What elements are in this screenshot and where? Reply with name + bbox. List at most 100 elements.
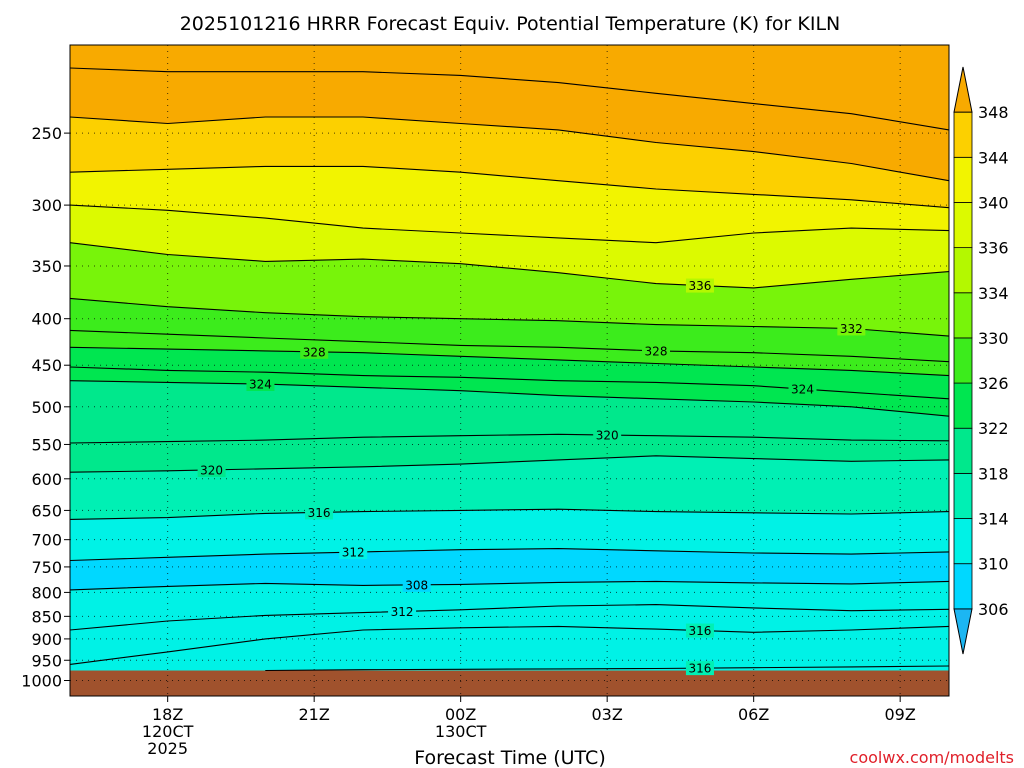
x-tick-label: 2025 [147, 739, 188, 758]
contour-label-bg [837, 321, 866, 336]
y-tick-label: 850 [31, 607, 62, 626]
contour-label-bg [246, 376, 275, 391]
contour-label: 316 [308, 506, 331, 520]
colorbar-tick-label: 348 [978, 103, 1009, 122]
contour-label: 308 [405, 578, 428, 592]
contour-line-336 [69, 242, 950, 289]
colorbar-tick-label: 336 [978, 239, 1009, 258]
y-tick-label: 550 [31, 435, 62, 454]
x-axis-label: Forecast Time (UTC) [414, 747, 605, 768]
credit-text: coolwx.com/modelts [850, 748, 1014, 767]
contour-label: 312 [342, 546, 365, 560]
y-tick-label: 800 [31, 583, 62, 602]
contour-label: 324 [249, 377, 272, 391]
colorbar-segment [953, 337, 973, 384]
fill-layer-352 [70, 45, 949, 130]
ground-fill [70, 670, 949, 696]
contour-label-bg [402, 577, 431, 592]
contour-label-bg [305, 505, 334, 520]
y-tick-label: 600 [31, 470, 62, 489]
y-tick-label: 350 [31, 257, 62, 276]
colorbar-segment [953, 382, 973, 429]
colorbar-tick-label: 310 [978, 555, 1009, 574]
x-tick-label: 03Z [592, 705, 623, 724]
contour-label-bg [593, 428, 622, 443]
contour-label-bg [197, 462, 226, 477]
x-tick-label: 00Z [445, 705, 476, 724]
contour-line-344 [69, 165, 950, 209]
contour-label-bg [685, 661, 714, 676]
colorbar-tick-label: 344 [978, 148, 1009, 167]
contour-label: 324 [791, 383, 814, 397]
colorbar-tick-label: 318 [978, 464, 1009, 483]
colorbar-tick-label: 326 [978, 374, 1009, 393]
colorbar-segment [953, 472, 973, 519]
y-tick-label: 500 [31, 398, 62, 417]
x-tick-label: 120CT [142, 722, 194, 741]
contour-label-bg [788, 382, 817, 397]
x-tick-label: 09Z [885, 705, 916, 724]
contour-line-340 [69, 204, 950, 244]
contour-label-bg [642, 343, 670, 358]
colorbar-segment [953, 427, 973, 474]
contour-label: 328 [303, 345, 326, 359]
colorbar-tick-label: 306 [978, 600, 1009, 619]
contour-label-bg [388, 604, 417, 619]
x-tick-label: 21Z [299, 705, 330, 724]
plot-frame [69, 44, 950, 697]
x-tick-label: 130CT [435, 722, 487, 741]
contour-line-308 [69, 580, 950, 591]
x-tick-label: 06Z [738, 705, 769, 724]
contours: 308 312 312 316 316 316 320 320 324 324 328 328 332 3… [69, 67, 950, 676]
contour-line-316 [265, 665, 950, 672]
contour-label: 320 [200, 463, 223, 477]
contour-line-348 [69, 116, 950, 182]
colorbar-tick-label: 322 [978, 419, 1009, 438]
contour-label-bg [300, 344, 329, 359]
y-tick-label: 900 [31, 630, 62, 649]
y-tick-label: 1000 [21, 672, 62, 691]
y-tick-label: 300 [31, 196, 62, 215]
colorbar-segment [953, 111, 973, 158]
contour-label: 316 [688, 624, 711, 638]
y-tick-label: 450 [31, 356, 62, 375]
colorbar-tick-label: 314 [978, 510, 1009, 529]
colorbar-segment [953, 202, 973, 249]
contour-line-328 [69, 346, 950, 377]
colorbar-segment [953, 247, 973, 294]
colorbar-segment [953, 563, 973, 610]
colorbar-segment [953, 518, 973, 565]
contour-label-bg [685, 623, 714, 638]
colorbar-segment [953, 608, 973, 655]
colorbar-segment [953, 292, 973, 339]
contour-line-316 [69, 625, 950, 665]
colorbar-segment [953, 156, 973, 203]
colorbar-tick-label: 330 [978, 329, 1009, 348]
x-tick-label: 18Z [152, 705, 183, 724]
y-tick-label: 400 [31, 310, 62, 329]
contour-line-328 [69, 329, 950, 363]
ground [70, 670, 949, 696]
contour-label: 328 [645, 344, 668, 358]
y-tick-label: 950 [31, 651, 62, 670]
colorbar-tick-label: 334 [978, 284, 1009, 303]
y-axis: 250 300 350 400 450 500 550 600 650 700 750 800 850 9… [21, 124, 70, 691]
chart-title: 2025101216 HRRR Forecast Equiv. Potentia… [180, 13, 841, 35]
contour-line-316 [69, 508, 950, 520]
colorbar: 306 310 314 318 322 326 330 334 336 340 344 348 [953, 66, 1009, 655]
y-tick-label: 700 [31, 531, 62, 550]
y-tick-label: 750 [31, 558, 62, 577]
grid [70, 45, 949, 696]
contour-label: 316 [688, 662, 711, 676]
contour-line-324 [69, 380, 950, 417]
colorbar-segment [953, 66, 973, 113]
contour-line-320 [69, 433, 950, 444]
colorbar-tick-label: 340 [978, 193, 1009, 212]
contour-line-332 [69, 297, 950, 337]
contour-line-312 [69, 548, 950, 562]
contour-label: 320 [596, 429, 619, 443]
y-tick-label: 250 [31, 124, 62, 143]
contour-label-bg [685, 278, 714, 293]
